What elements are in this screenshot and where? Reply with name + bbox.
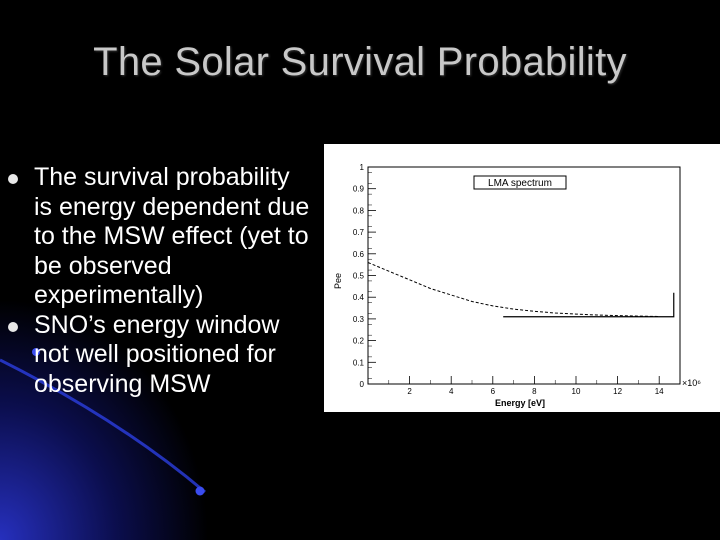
x-tick-label: 2 bbox=[407, 387, 412, 396]
bullet-dot bbox=[8, 321, 18, 332]
y-tick-label: 0.2 bbox=[353, 337, 365, 346]
bullet-text: The survival probability is energy depen… bbox=[34, 163, 310, 309]
legend-box bbox=[473, 175, 567, 190]
y-tick-label: 1 bbox=[360, 163, 365, 172]
bullet-item: The survival probability is energy depen… bbox=[0, 163, 314, 311]
y-axis-label: Pee bbox=[333, 273, 343, 289]
chart-svg: 0 0.1 0.2 0.3 0.4 0.5 0.6 0.7 0.8 0.9 1 2 4 6 8 10 12 14… bbox=[333, 163, 701, 408]
background-dot bbox=[32, 348, 40, 356]
background-dot bbox=[195, 486, 205, 496]
x-tick-label: 8 bbox=[532, 387, 537, 396]
plot-frame bbox=[367, 166, 681, 385]
bullet-item: SNO’s energy window not well positioned … bbox=[0, 311, 314, 400]
bullet-text: SNO’s energy window not well positioned … bbox=[34, 310, 280, 398]
x-tick-label: 14 bbox=[655, 387, 664, 396]
y-tick-label: 0 bbox=[360, 380, 365, 389]
x-axis-ticks: 2 4 6 8 10 12 14 bbox=[388, 376, 664, 396]
y-tick-label: 0.3 bbox=[353, 315, 365, 324]
x-tick-label: 4 bbox=[449, 387, 454, 396]
x-tick-label: 6 bbox=[491, 387, 496, 396]
series-line-lma bbox=[367, 262, 660, 317]
y-tick-label: 0.4 bbox=[353, 293, 365, 302]
x-axis-multiplier: ×10⁶ bbox=[682, 378, 701, 388]
y-tick-label: 0.9 bbox=[353, 185, 365, 194]
x-axis-label: Energy [eV] bbox=[495, 398, 545, 408]
sno-window-line bbox=[503, 292, 675, 318]
x-tick-label: 10 bbox=[572, 387, 581, 396]
x-tick-label: 12 bbox=[613, 387, 622, 396]
legend-entry: LMA spectrum bbox=[488, 178, 552, 189]
bullet-dot bbox=[8, 174, 18, 184]
y-tick-label: 0.6 bbox=[353, 250, 365, 259]
survival-probability-plot: 0 0.1 0.2 0.3 0.4 0.5 0.6 0.7 0.8 0.9 1 2 4 6 8 10 12 14… bbox=[324, 144, 720, 412]
bullet-list: The survival probability is energy depen… bbox=[0, 163, 320, 399]
y-tick-label: 0.1 bbox=[353, 358, 365, 367]
y-tick-label: 0.5 bbox=[353, 272, 365, 281]
slide-title: The Solar Survival Probability bbox=[93, 40, 627, 84]
y-tick-label: 0.8 bbox=[353, 206, 365, 215]
y-tick-label: 0.7 bbox=[353, 228, 365, 237]
y-axis-ticks: 0 0.1 0.2 0.3 0.4 0.5 0.6 0.7 0.8 0.9 1 bbox=[353, 163, 376, 389]
